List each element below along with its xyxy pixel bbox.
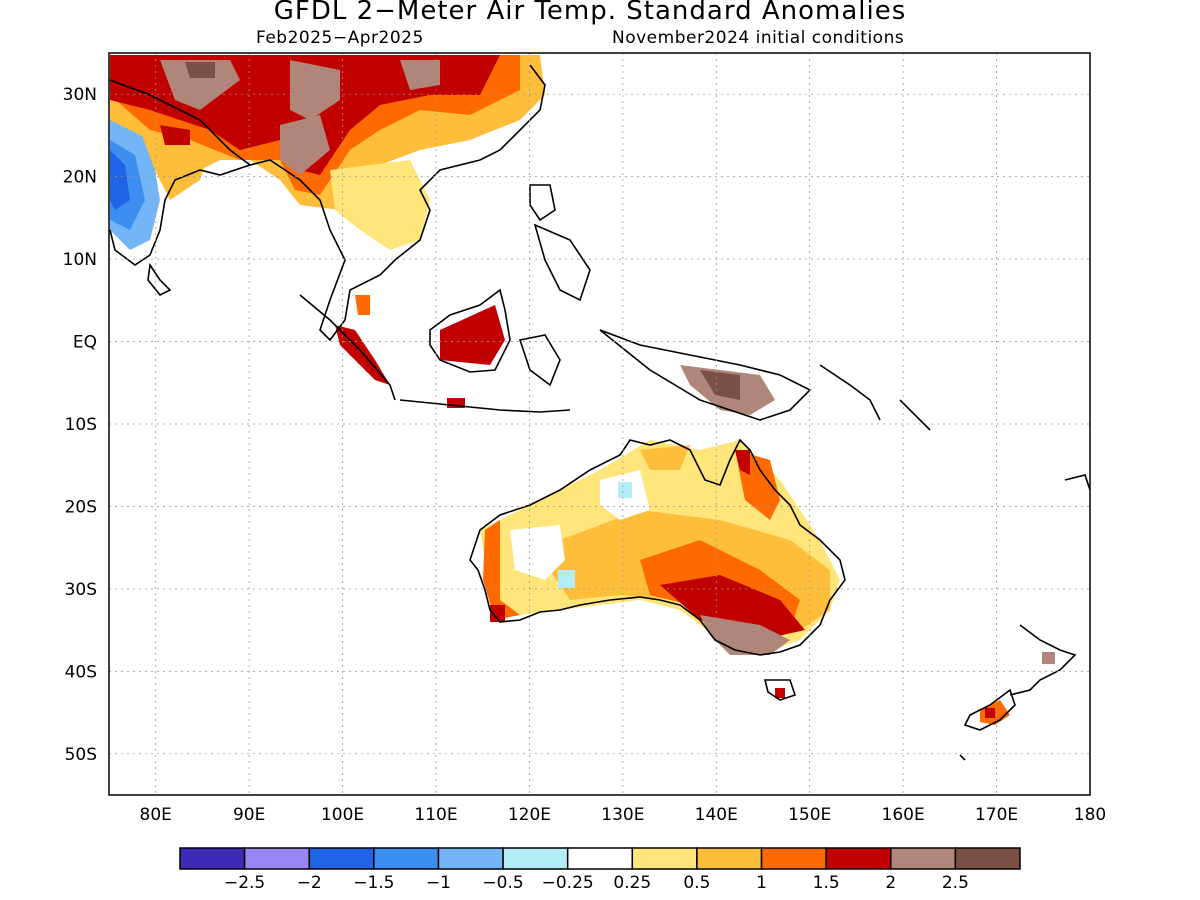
- lat-tick-label: 30S: [65, 580, 97, 600]
- lat-tick-label: 50S: [65, 745, 97, 765]
- colorbar-swatch: [954, 847, 1021, 870]
- lon-tick-label: 80E: [140, 805, 172, 825]
- lon-tick-label: 160E: [882, 805, 925, 825]
- colorbar-swatch: [760, 847, 827, 870]
- lat-tick-label: EQ: [73, 333, 97, 353]
- colorbar-label: −1.5: [353, 873, 394, 893]
- coastlines: [109, 64, 1091, 761]
- latitude-labels: 30N 20N 10N EQ 10S 20S 30S 40S 50S: [63, 85, 97, 765]
- lat-tick-label: 10N: [63, 250, 97, 270]
- lat-tick-label: 20S: [65, 497, 97, 517]
- longitude-labels: 80E 90E 100E 110E 120E 130E 140E 150E 160E 170E 18…: [140, 805, 1107, 825]
- colorbar-label: 1.5: [813, 873, 840, 893]
- lon-tick-label: 120E: [508, 805, 551, 825]
- colorbar-label: −2.5: [224, 873, 265, 893]
- chart-title: GFDL 2−Meter Air Temp. Standard Anomalie…: [273, 0, 907, 26]
- colorbar-swatch: [502, 847, 569, 870]
- colorbar-label: 1: [756, 873, 767, 893]
- colorbar-swatch: [825, 847, 892, 870]
- colorbar-label: 0.5: [683, 873, 710, 893]
- colorbar-swatch: [631, 847, 698, 870]
- lon-tick-label: 130E: [601, 805, 644, 825]
- colorbar: −2.5 −2 −1.5 −1 −0.5 −0.25 0.25 0.5 1 1.5 2 2.5: [179, 847, 1021, 893]
- colorbar-label: 2: [885, 873, 896, 893]
- colorbar-swatch: [308, 847, 375, 870]
- gridlines: [109, 53, 1090, 795]
- lon-tick-label: 170E: [975, 805, 1018, 825]
- colorbar-label: −0.25: [542, 873, 594, 893]
- colorbar-label: −0.5: [482, 873, 523, 893]
- colorbar-swatch: [373, 847, 440, 870]
- colorbar-swatch: [179, 847, 246, 870]
- colorbar-swatch: [243, 847, 310, 870]
- colorbar-swatch: [890, 847, 957, 870]
- lon-tick-label: 180: [1074, 805, 1106, 825]
- colorbar-label: −2: [297, 873, 322, 893]
- colorbar-label: 0.25: [613, 873, 651, 893]
- lat-tick-label: 20N: [63, 168, 97, 188]
- lon-tick-label: 140E: [695, 805, 738, 825]
- colorbar-label: −1: [426, 873, 451, 893]
- lon-tick-label: 90E: [233, 805, 265, 825]
- colorbar-swatch: [437, 847, 504, 870]
- forecast-period: Feb2025−Apr2025: [256, 28, 424, 48]
- lon-tick-label: 100E: [321, 805, 364, 825]
- map-frame: [108, 52, 1091, 796]
- initial-conditions: November2024 initial conditions: [612, 28, 905, 48]
- colorbar-label: 2.5: [942, 873, 969, 893]
- lon-tick-label: 110E: [414, 805, 457, 825]
- lat-tick-label: 40S: [65, 662, 97, 682]
- anomaly-shading: [110, 55, 1055, 725]
- lat-tick-label: 30N: [63, 85, 97, 105]
- lon-tick-label: 150E: [788, 805, 831, 825]
- colorbar-swatch: [566, 847, 634, 870]
- colorbar-swatch: [696, 847, 763, 870]
- lat-tick-label: 10S: [65, 415, 97, 435]
